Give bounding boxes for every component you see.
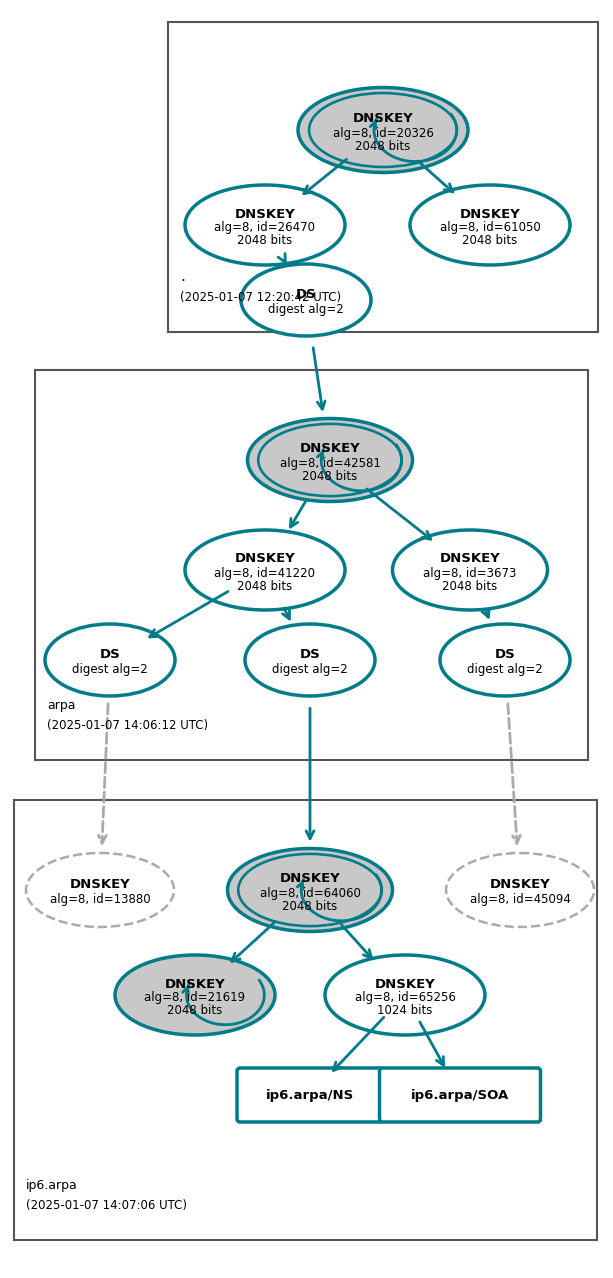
Text: DNSKEY: DNSKEY: [490, 878, 550, 891]
Text: alg=8, id=13880: alg=8, id=13880: [50, 892, 150, 906]
Text: alg=8, id=3673: alg=8, id=3673: [424, 566, 517, 579]
Text: DNSKEY: DNSKEY: [352, 112, 413, 125]
FancyBboxPatch shape: [379, 1068, 541, 1122]
Text: alg=8, id=45094: alg=8, id=45094: [470, 892, 571, 906]
Text: digest alg=2: digest alg=2: [268, 303, 344, 316]
Text: DS: DS: [300, 648, 321, 661]
Text: DS: DS: [100, 648, 120, 661]
Text: DNSKEY: DNSKEY: [440, 552, 500, 565]
Ellipse shape: [185, 185, 345, 265]
Text: (2025-01-07 14:07:06 UTC): (2025-01-07 14:07:06 UTC): [26, 1199, 187, 1212]
Text: DNSKEY: DNSKEY: [300, 442, 360, 455]
Text: DS: DS: [495, 648, 516, 661]
Text: .: .: [180, 268, 185, 284]
Text: DNSKEY: DNSKEY: [165, 978, 226, 990]
Ellipse shape: [245, 624, 375, 697]
Text: alg=8, id=42581: alg=8, id=42581: [280, 456, 381, 469]
Text: 2048 bits: 2048 bits: [443, 579, 498, 593]
Ellipse shape: [26, 852, 174, 927]
Text: DNSKEY: DNSKEY: [235, 552, 295, 565]
Ellipse shape: [446, 852, 594, 927]
Text: digest alg=2: digest alg=2: [272, 662, 348, 676]
Ellipse shape: [241, 265, 371, 336]
Ellipse shape: [248, 418, 413, 501]
Text: arpa: arpa: [47, 699, 75, 712]
Text: alg=8, id=65256: alg=8, id=65256: [354, 992, 455, 1005]
Text: 2048 bits: 2048 bits: [462, 234, 517, 248]
Text: alg=8, id=26470: alg=8, id=26470: [215, 221, 316, 234]
Text: alg=8, id=21619: alg=8, id=21619: [145, 992, 246, 1005]
Text: DNSKEY: DNSKEY: [235, 207, 295, 221]
Ellipse shape: [392, 530, 547, 610]
Text: DS: DS: [295, 288, 316, 300]
Text: DNSKEY: DNSKEY: [375, 978, 435, 990]
Text: 2048 bits: 2048 bits: [167, 1005, 223, 1017]
Bar: [14, 800, 597, 1240]
Text: ip6.arpa/SOA: ip6.arpa/SOA: [411, 1089, 509, 1102]
Text: (2025-01-07 14:06:12 UTC): (2025-01-07 14:06:12 UTC): [47, 720, 208, 732]
Ellipse shape: [440, 624, 570, 697]
FancyBboxPatch shape: [237, 1068, 383, 1122]
Text: digest alg=2: digest alg=2: [467, 662, 543, 676]
Text: DNSKEY: DNSKEY: [280, 873, 340, 886]
Ellipse shape: [298, 87, 468, 173]
Text: 2048 bits: 2048 bits: [237, 234, 292, 248]
Bar: [35, 371, 588, 760]
Text: alg=8, id=20326: alg=8, id=20326: [333, 127, 433, 139]
Text: alg=8, id=64060: alg=8, id=64060: [259, 887, 360, 900]
Ellipse shape: [410, 185, 570, 265]
Text: DNSKEY: DNSKEY: [460, 207, 520, 221]
Text: ip6.arpa: ip6.arpa: [26, 1180, 78, 1192]
Text: 2048 bits: 2048 bits: [283, 900, 338, 912]
Text: ip6.arpa/NS: ip6.arpa/NS: [266, 1089, 354, 1102]
Text: (2025-01-07 12:20:42 UTC): (2025-01-07 12:20:42 UTC): [180, 291, 341, 304]
Ellipse shape: [325, 955, 485, 1035]
Text: alg=8, id=41220: alg=8, id=41220: [215, 566, 316, 579]
Ellipse shape: [115, 955, 275, 1035]
Ellipse shape: [185, 530, 345, 610]
Ellipse shape: [227, 849, 392, 932]
Ellipse shape: [45, 624, 175, 697]
Text: 2048 bits: 2048 bits: [237, 579, 292, 593]
Text: 2048 bits: 2048 bits: [302, 469, 357, 483]
Bar: [168, 22, 598, 332]
Text: alg=8, id=61050: alg=8, id=61050: [440, 221, 541, 234]
Text: digest alg=2: digest alg=2: [72, 662, 148, 676]
Text: 1024 bits: 1024 bits: [378, 1005, 433, 1017]
Text: DNSKEY: DNSKEY: [70, 878, 131, 891]
Text: 2048 bits: 2048 bits: [356, 139, 411, 152]
